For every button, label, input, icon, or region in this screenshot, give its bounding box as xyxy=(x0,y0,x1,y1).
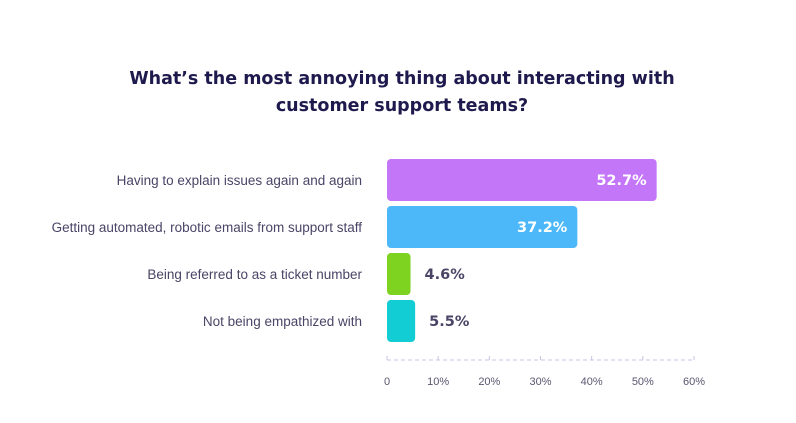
plot-area: 0 10% 20% 30% 40% 50% 60% Having to explain iss… xyxy=(52,159,705,388)
chart-title-line-1: What’s the most annoying thing about int… xyxy=(129,69,674,89)
chart-title: What’s the most annoying thing about int… xyxy=(129,69,674,116)
category-label: Not being empathized with xyxy=(203,314,362,329)
x-tick-label: 0 xyxy=(384,376,390,388)
category-label: Having to explain issues again and again xyxy=(117,173,362,188)
bar xyxy=(387,300,416,342)
bar xyxy=(387,253,411,295)
bar xyxy=(387,159,657,201)
x-tick-label: 60% xyxy=(683,376,705,388)
category-label: Being referred to as a ticket number xyxy=(147,267,362,282)
bar xyxy=(387,206,578,248)
data-label: 52.7% xyxy=(596,173,647,189)
x-tick-label: 40% xyxy=(581,376,603,388)
x-tick-label: 30% xyxy=(529,376,551,388)
x-tick-label: 50% xyxy=(632,376,654,388)
data-label: 37.2% xyxy=(517,220,568,236)
x-tick-label: 10% xyxy=(427,376,449,388)
data-label: 5.5% xyxy=(429,314,470,330)
chart-title-line-2: customer support teams? xyxy=(276,96,528,116)
x-tick-label: 20% xyxy=(478,376,500,388)
category-label: Getting automated, robotic emails from s… xyxy=(52,220,363,235)
data-label: 4.6% xyxy=(425,267,466,283)
